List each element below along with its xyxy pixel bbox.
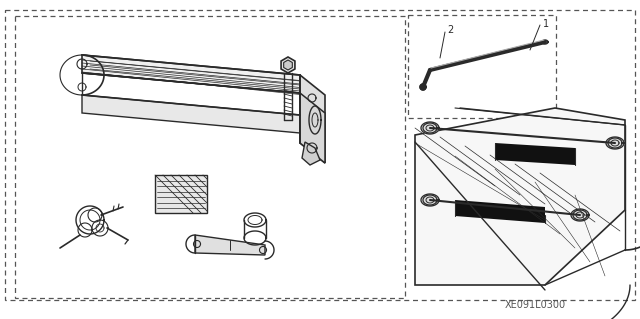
Bar: [15, 16, 405, 298]
Polygon shape: [300, 75, 325, 163]
Polygon shape: [82, 95, 300, 133]
Polygon shape: [155, 175, 207, 213]
Bar: [408, 15, 556, 118]
Polygon shape: [495, 143, 575, 165]
Text: 1: 1: [543, 19, 549, 29]
Polygon shape: [606, 137, 624, 149]
Polygon shape: [302, 142, 320, 165]
Polygon shape: [421, 194, 439, 206]
Text: XE091L0300: XE091L0300: [504, 300, 566, 310]
Polygon shape: [421, 122, 439, 134]
Polygon shape: [82, 55, 300, 93]
Polygon shape: [415, 108, 625, 285]
Polygon shape: [281, 57, 295, 73]
Polygon shape: [195, 235, 265, 255]
Text: 2: 2: [447, 25, 453, 35]
Polygon shape: [455, 200, 545, 223]
Polygon shape: [571, 209, 589, 221]
Polygon shape: [420, 84, 426, 90]
Polygon shape: [284, 60, 292, 70]
Polygon shape: [300, 93, 325, 163]
